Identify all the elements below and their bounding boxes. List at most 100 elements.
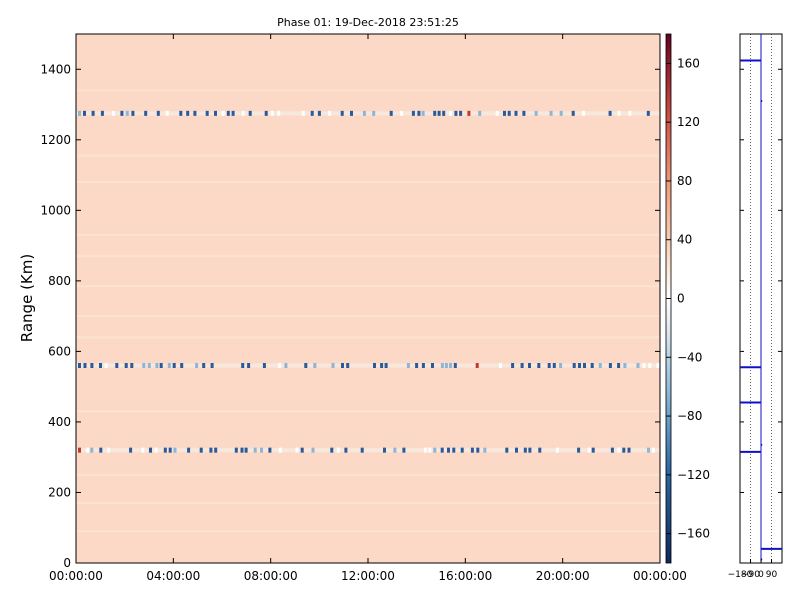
streak-cell — [440, 363, 444, 369]
streak-cell — [452, 447, 456, 453]
striation — [76, 255, 660, 258]
streak-cell — [163, 447, 167, 453]
streak-cell — [278, 447, 282, 453]
streak-cell — [260, 447, 263, 453]
streak-cell — [608, 363, 612, 369]
streak-cell — [226, 110, 230, 116]
streak-cell — [651, 447, 655, 453]
x-tick-label: 08:00:00 — [244, 569, 298, 583]
streak-cell — [111, 110, 115, 116]
streak-band — [76, 448, 660, 453]
profile-x-ticks: −180−900 90 — [728, 559, 778, 580]
striation — [76, 530, 660, 533]
streak-cell — [402, 447, 406, 453]
y-tick-label: 200 — [48, 485, 71, 499]
y-axis: 0 200 400 600 800 1000 1200 1400 — [40, 62, 660, 570]
streak-cell — [264, 110, 268, 116]
streak-cell — [346, 363, 350, 369]
streak-cell — [90, 363, 94, 369]
streak-cell — [78, 110, 81, 116]
streak-cell — [514, 110, 518, 116]
profile-y-ticks — [740, 68, 782, 564]
streak-cell — [340, 110, 344, 116]
streak-cell — [572, 363, 576, 369]
streak-cell — [129, 447, 133, 453]
streak-cell — [270, 110, 274, 116]
streak-cell — [608, 110, 612, 116]
streak-cell — [78, 363, 81, 369]
streak-cell — [193, 110, 197, 116]
streak-cell — [627, 447, 631, 453]
colorbar-tick-label: 120 — [677, 115, 700, 129]
streak-cell — [384, 363, 388, 369]
streak-cell — [248, 110, 252, 116]
streak-cell — [483, 447, 487, 453]
streak-cell — [241, 363, 245, 369]
streak-cell — [577, 447, 581, 453]
striation — [76, 315, 660, 318]
streak-cell — [528, 363, 531, 369]
streak-cell — [179, 110, 183, 116]
streak-cell — [628, 110, 632, 116]
streak-cell — [559, 110, 563, 116]
streak-cell — [617, 447, 621, 453]
streak-cell — [515, 447, 518, 453]
profile-x-tick-label: 90 — [766, 570, 778, 580]
streak-cell — [186, 110, 190, 116]
colorbar-tick-label: −80 — [677, 409, 702, 423]
streak-cell — [440, 447, 444, 453]
streak-cell — [583, 363, 586, 369]
streak-cell — [214, 110, 217, 116]
streak-cell — [449, 363, 452, 369]
streak-cell — [125, 110, 129, 116]
streak-cell — [165, 110, 169, 116]
y-tick-label: 400 — [48, 415, 71, 429]
streak-cell — [549, 110, 553, 116]
heatmap-plot — [75, 33, 661, 564]
streak-cell — [362, 110, 366, 116]
streak-cell — [147, 363, 151, 369]
streak-cell — [417, 110, 421, 116]
streak-cell — [523, 447, 527, 453]
streak-cell — [78, 447, 81, 453]
streak-cell — [617, 110, 621, 116]
streak-cell — [156, 110, 160, 116]
streak-cell — [209, 447, 213, 453]
streak-cell — [476, 447, 480, 453]
streak-cell — [331, 363, 335, 369]
colorbar-tick-label: 40 — [677, 233, 692, 247]
streak-cell — [83, 363, 87, 369]
streak-cell — [453, 363, 457, 369]
streak-cell — [90, 447, 94, 453]
y-tick-label: 1000 — [40, 203, 71, 217]
streak-cell — [173, 447, 177, 453]
streak-cell — [578, 363, 581, 369]
streak-cell — [505, 447, 509, 453]
streak-cell — [115, 363, 119, 369]
streak-cell — [99, 363, 102, 369]
streak-cell — [120, 110, 124, 116]
streak-cell — [168, 447, 172, 453]
streak-cell — [253, 447, 257, 453]
striation — [76, 285, 660, 288]
streak-cell — [459, 110, 463, 116]
streak-cell — [415, 363, 419, 369]
streak-cell — [336, 447, 340, 453]
streak-cell — [202, 363, 206, 369]
streak-cell — [507, 110, 511, 116]
streak-cell — [437, 110, 441, 116]
colorbar-tick-label: −120 — [677, 468, 710, 482]
streak-cell — [304, 363, 308, 369]
streak-cell — [478, 110, 482, 116]
streak-cell — [433, 110, 437, 116]
streak-cell — [520, 363, 524, 369]
colorbar-tick-label: −40 — [677, 350, 702, 364]
profile-spikes — [740, 59, 782, 561]
striation — [76, 154, 660, 157]
y-axis-label: Range (Km) — [18, 254, 36, 342]
streak-cell — [444, 363, 448, 369]
streak-cell — [310, 110, 314, 116]
streak-cell — [383, 447, 386, 453]
streak-cell — [330, 447, 334, 453]
